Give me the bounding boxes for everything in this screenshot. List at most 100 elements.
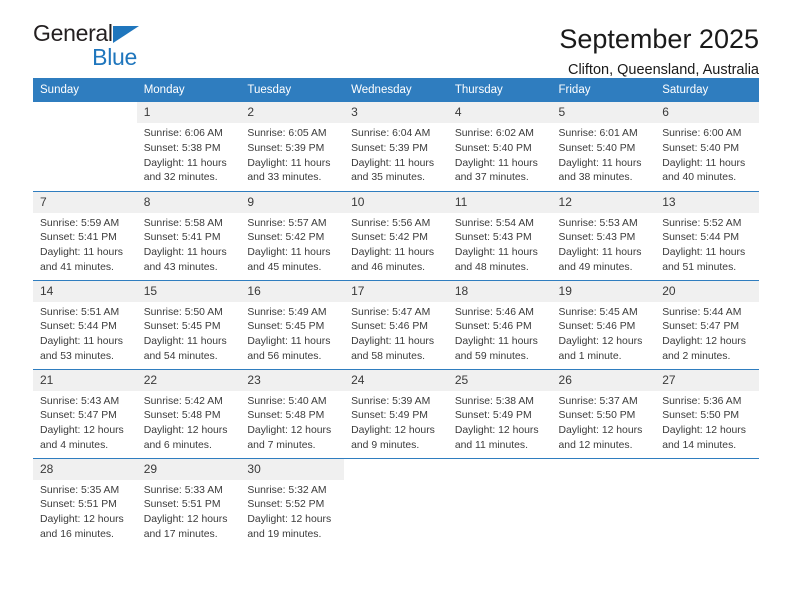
calendar-cell-day[interactable]: 1 Sunrise: 6:06 AM Sunset: 5:38 PM Daylight…: [136, 102, 241, 191]
day-number: [655, 459, 759, 478]
day-sun-info: Sunrise: 5:45 AM Sunset: 5:46 PM Daylight:…: [552, 302, 656, 365]
calendar-cell-day[interactable]: 12 Sunrise: 5:53 AM Sunset: 5:43 PM Dayligh…: [551, 190, 656, 280]
sunrise-text: Sunrise: 6:06 AM: [143, 128, 223, 140]
calendar-cell-day[interactable]: 22 Sunrise: 5:42 AM Sunset: 5:48 PM Dayligh…: [136, 368, 241, 458]
sunrise-text: Sunrise: 5:39 AM: [351, 395, 431, 407]
daylight-text-line2: and 53 minutes.: [40, 350, 114, 362]
day-cell: 10 Sunrise: 5:56 AM Sunset: 5:42 PM Dayligh…: [344, 191, 448, 280]
calendar-cell-day[interactable]: 14 Sunrise: 5:51 AM Sunset: 5:44 PM Dayligh…: [33, 279, 137, 369]
calendar-cell-day[interactable]: 26 Sunrise: 5:37 AM Sunset: 5:50 PM Dayligh…: [551, 368, 656, 458]
calendar-cell-day[interactable]: 16 Sunrise: 5:49 AM Sunset: 5:45 PM Dayligh…: [240, 279, 345, 369]
calendar-cell-day[interactable]: 3 Sunrise: 6:04 AM Sunset: 5:39 PM Daylight…: [344, 102, 448, 191]
sunset-text: Sunset: 5:42 PM: [247, 232, 325, 244]
day-sun-info: Sunrise: 6:04 AM Sunset: 5:39 PM Daylight:…: [344, 123, 448, 186]
day-number: 21: [33, 369, 137, 391]
day-sun-info: Sunrise: 5:49 AM Sunset: 5:45 PM Daylight:…: [240, 302, 344, 365]
day-sun-info: Sunrise: 5:46 AM Sunset: 5:46 PM Daylight:…: [448, 302, 552, 365]
sunset-text: Sunset: 5:39 PM: [351, 142, 428, 154]
sunrise-text: Sunrise: 5:50 AM: [143, 306, 223, 318]
sunrise-text: Sunrise: 6:05 AM: [247, 128, 327, 140]
sunrise-text: Sunrise: 5:32 AM: [247, 484, 327, 496]
calendar-cell-day[interactable]: 25 Sunrise: 5:38 AM Sunset: 5:49 PM Dayligh…: [447, 368, 552, 458]
day-number: 3: [344, 102, 448, 124]
calendar-cell-day[interactable]: 30 Sunrise: 5:32 AM Sunset: 5:52 PM Dayligh…: [240, 457, 345, 547]
daylight-text-line2: and 59 minutes.: [454, 350, 529, 362]
daylight-text-line1: Daylight: 11 hours: [454, 157, 538, 169]
calendar-cell-day[interactable]: 6 Sunrise: 6:00 AM Sunset: 5:40 PM Daylight…: [655, 102, 759, 191]
calendar-cell-day[interactable]: 5 Sunrise: 6:01 AM Sunset: 5:40 PM Daylight…: [551, 102, 656, 191]
sunrise-text: Sunrise: 5:47 AM: [351, 306, 431, 318]
daylight-text-line2: and 46 minutes.: [351, 261, 426, 273]
daylight-text-line2: and 37 minutes.: [454, 172, 529, 184]
sunrise-text: Sunrise: 6:01 AM: [558, 128, 638, 140]
day-cell: 13 Sunrise: 5:52 AM Sunset: 5:44 PM Dayligh…: [655, 191, 759, 280]
day-number: 19: [551, 280, 656, 302]
calendar-body: 1 Sunrise: 6:06 AM Sunset: 5:38 PM Daylight…: [33, 102, 759, 547]
sunset-text: Sunset: 5:49 PM: [351, 410, 428, 422]
daylight-text-line2: and 45 minutes.: [247, 261, 322, 273]
calendar-cell-day[interactable]: 13 Sunrise: 5:52 AM Sunset: 5:44 PM Dayligh…: [655, 190, 759, 280]
day-number: [33, 102, 137, 121]
day-cell: 19 Sunrise: 5:45 AM Sunset: 5:46 PM Dayligh…: [551, 280, 656, 369]
sunrise-text: Sunrise: 5:45 AM: [558, 306, 638, 318]
day-sun-info: Sunrise: 5:52 AM Sunset: 5:44 PM Daylight:…: [655, 213, 759, 276]
calendar-cell-day[interactable]: 15 Sunrise: 5:50 AM Sunset: 5:45 PM Dayligh…: [136, 279, 241, 369]
calendar-cell-empty: [344, 457, 448, 547]
day-cell: [33, 102, 137, 191]
general-blue-logo[interactable]: General Blue: [33, 22, 139, 70]
calendar-cell-day[interactable]: 11 Sunrise: 5:54 AM Sunset: 5:43 PM Dayligh…: [447, 190, 552, 280]
day-number: 17: [344, 280, 448, 302]
daylight-text-line1: Daylight: 11 hours: [454, 336, 538, 348]
calendar-cell-day[interactable]: 10 Sunrise: 5:56 AM Sunset: 5:42 PM Dayligh…: [344, 190, 448, 280]
daylight-text-line2: and 48 minutes.: [454, 261, 529, 273]
day-number: 20: [655, 280, 759, 302]
daylight-text-line1: Daylight: 12 hours: [40, 425, 124, 437]
daylight-text-line2: and 7 minutes.: [247, 439, 316, 451]
daylight-text-line1: Daylight: 11 hours: [351, 157, 435, 169]
sunrise-text: Sunrise: 6:00 AM: [662, 128, 742, 140]
day-number: 22: [136, 369, 241, 391]
weekday-header-friday: Friday: [551, 78, 656, 102]
sunset-text: Sunset: 5:43 PM: [454, 232, 532, 244]
sunrise-text: Sunrise: 5:56 AM: [351, 217, 431, 229]
calendar-cell-day[interactable]: 17 Sunrise: 5:47 AM Sunset: 5:46 PM Dayligh…: [344, 279, 448, 369]
sunset-text: Sunset: 5:41 PM: [143, 232, 221, 244]
calendar-cell-day[interactable]: 8 Sunrise: 5:58 AM Sunset: 5:41 PM Daylight…: [136, 190, 241, 280]
sunset-text: Sunset: 5:46 PM: [351, 321, 428, 333]
day-sun-info: Sunrise: 5:38 AM Sunset: 5:49 PM Daylight:…: [448, 391, 552, 454]
day-sun-info: Sunrise: 6:05 AM Sunset: 5:39 PM Daylight:…: [240, 123, 344, 186]
calendar-cell-day[interactable]: 9 Sunrise: 5:57 AM Sunset: 5:42 PM Daylight…: [240, 190, 345, 280]
calendar-cell-empty: [655, 457, 759, 547]
logo-word-blue: Blue: [92, 44, 137, 70]
sunset-text: Sunset: 5:50 PM: [662, 410, 740, 422]
daylight-text-line2: and 4 minutes.: [40, 439, 109, 451]
day-sun-info: Sunrise: 5:58 AM Sunset: 5:41 PM Daylight:…: [137, 213, 241, 276]
calendar-cell-day[interactable]: 23 Sunrise: 5:40 AM Sunset: 5:48 PM Dayligh…: [240, 368, 345, 458]
daylight-text-line1: Daylight: 12 hours: [247, 514, 332, 526]
calendar-cell-day[interactable]: 24 Sunrise: 5:39 AM Sunset: 5:49 PM Dayligh…: [344, 368, 448, 458]
calendar-cell-day[interactable]: 4 Sunrise: 6:02 AM Sunset: 5:40 PM Daylight…: [447, 102, 552, 191]
daylight-text-line1: Daylight: 11 hours: [40, 336, 123, 348]
calendar-cell-day[interactable]: 27 Sunrise: 5:36 AM Sunset: 5:50 PM Dayligh…: [655, 368, 759, 458]
day-sun-info: Sunrise: 5:50 AM Sunset: 5:45 PM Daylight:…: [137, 302, 241, 365]
calendar-cell-day[interactable]: 2 Sunrise: 6:05 AM Sunset: 5:39 PM Daylight…: [240, 102, 345, 191]
sunrise-text: Sunrise: 5:52 AM: [662, 217, 742, 229]
daylight-text-line2: and 16 minutes.: [40, 528, 114, 540]
day-number: 27: [655, 369, 759, 391]
page-header: General Blue September 2025 Clifton, Que…: [33, 0, 759, 79]
sunset-text: Sunset: 5:39 PM: [247, 142, 325, 154]
day-cell: 15 Sunrise: 5:50 AM Sunset: 5:45 PM Dayligh…: [136, 280, 241, 369]
calendar-cell-day[interactable]: 21 Sunrise: 5:43 AM Sunset: 5:47 PM Dayligh…: [33, 368, 137, 458]
sunset-text: Sunset: 5:44 PM: [40, 321, 117, 333]
sunrise-text: Sunrise: 5:54 AM: [454, 217, 534, 229]
sunset-text: Sunset: 5:49 PM: [454, 410, 532, 422]
calendar-cell-day[interactable]: 7 Sunrise: 5:59 AM Sunset: 5:41 PM Daylight…: [33, 190, 137, 280]
sunset-text: Sunset: 5:45 PM: [143, 321, 221, 333]
calendar-cell-day[interactable]: 19 Sunrise: 5:45 AM Sunset: 5:46 PM Dayligh…: [551, 279, 656, 369]
calendar-cell-day[interactable]: 20 Sunrise: 5:44 AM Sunset: 5:47 PM Dayligh…: [655, 279, 759, 369]
calendar-cell-day[interactable]: 18 Sunrise: 5:46 AM Sunset: 5:46 PM Dayligh…: [447, 279, 552, 369]
calendar-cell-day[interactable]: 29 Sunrise: 5:33 AM Sunset: 5:51 PM Dayligh…: [136, 457, 241, 547]
sunset-text: Sunset: 5:46 PM: [454, 321, 532, 333]
calendar-cell-day[interactable]: 28 Sunrise: 5:35 AM Sunset: 5:51 PM Dayligh…: [33, 457, 137, 547]
day-number: 2: [240, 102, 345, 124]
